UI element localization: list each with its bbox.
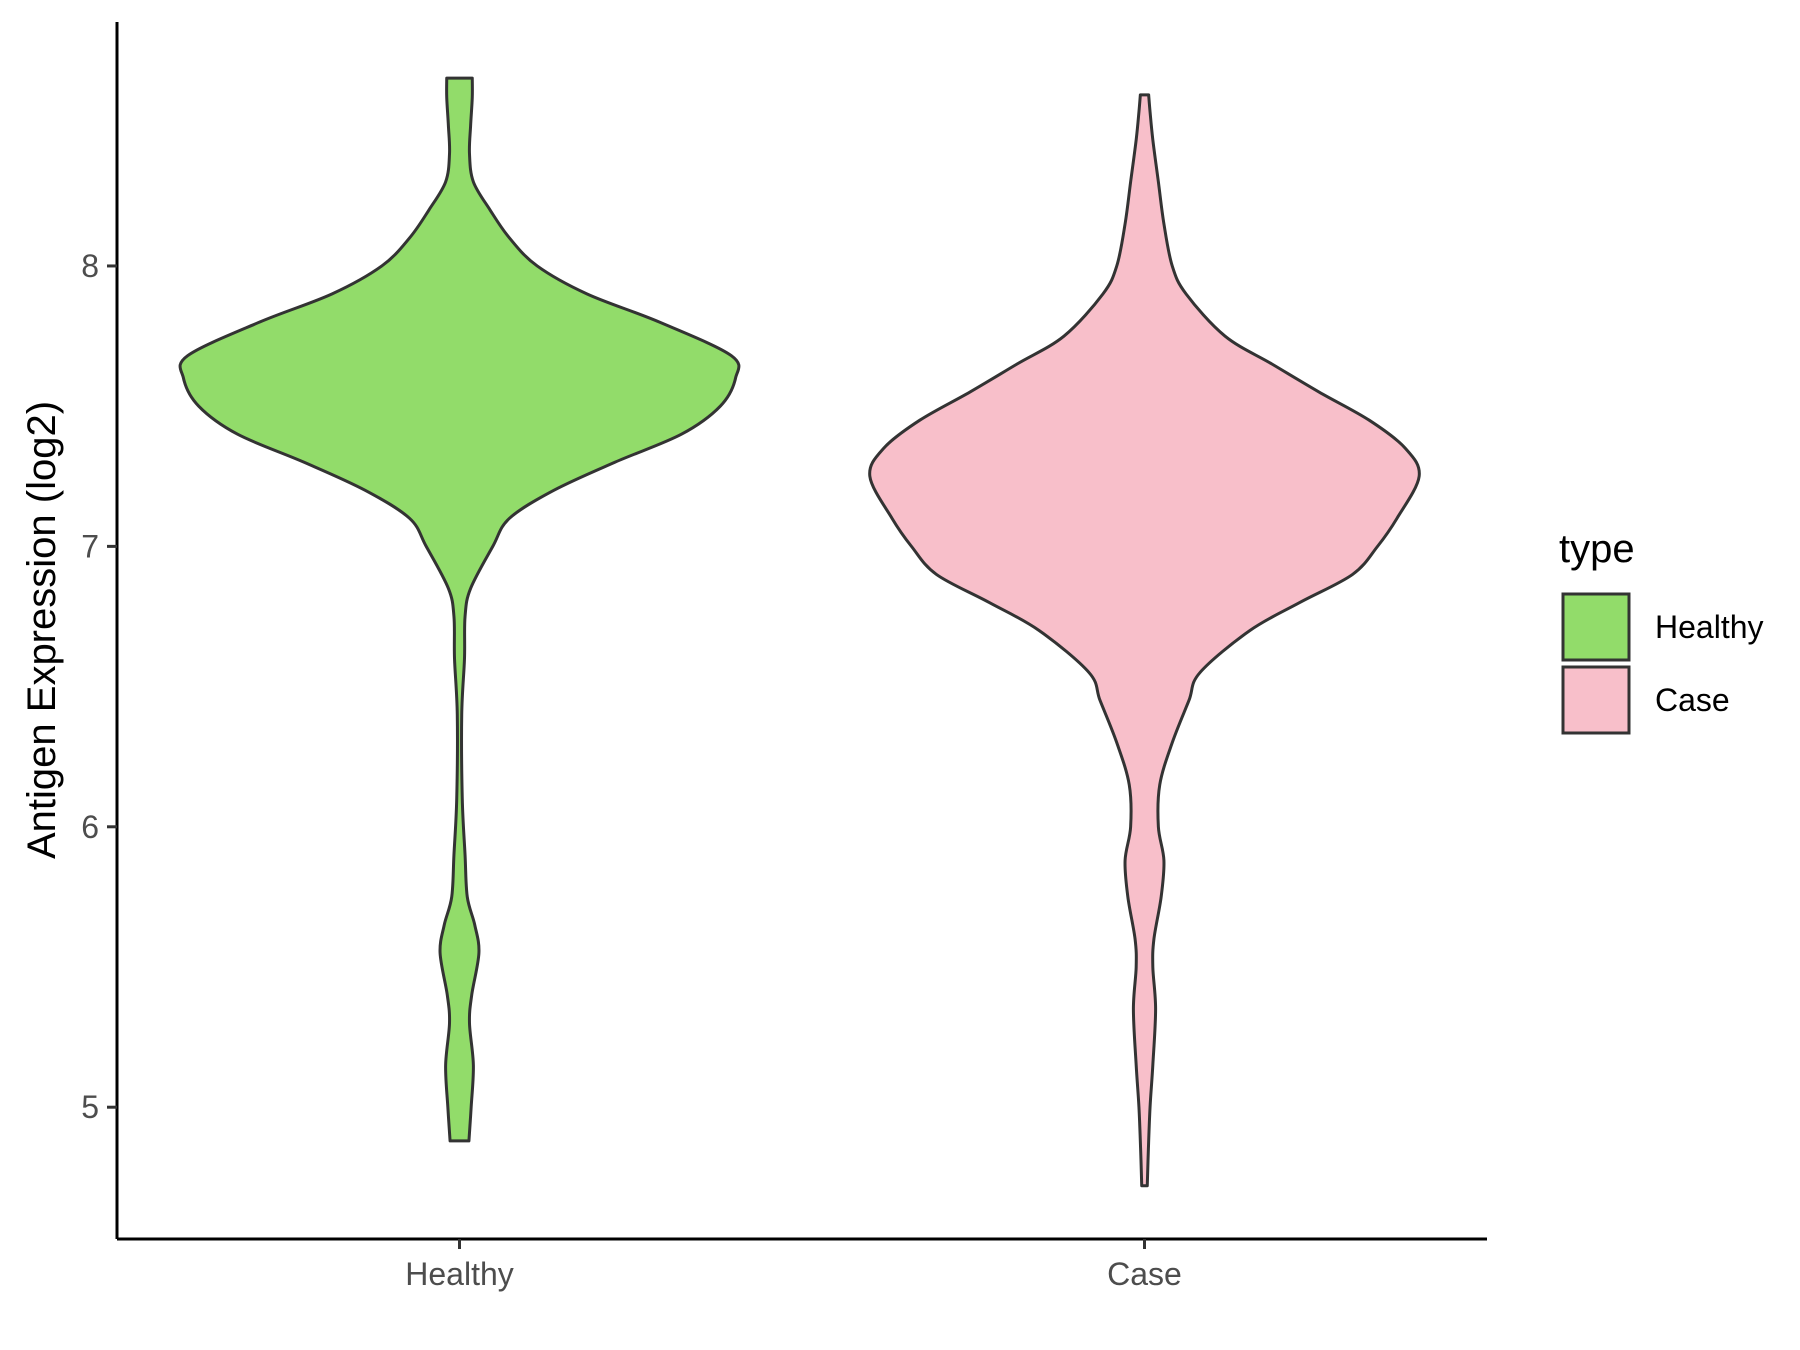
legend: type Healthy Case	[1559, 527, 1764, 735]
y-tick-label: 6	[81, 809, 99, 845]
legend-items: Healthy Case	[1561, 592, 1764, 735]
y-tick-label: 8	[81, 248, 99, 284]
violin-case	[868, 93, 1421, 1188]
legend-swatch	[1561, 665, 1631, 735]
y-axis-title: Antigen Expression (log2)	[20, 401, 64, 859]
x-tick-label: Healthy	[405, 1256, 514, 1292]
legend-swatch	[1561, 592, 1631, 662]
y-tick-label: 5	[81, 1089, 99, 1125]
legend-label: Case	[1655, 682, 1730, 718]
y-tick-label: 7	[81, 528, 99, 564]
legend-title: type	[1559, 527, 1635, 571]
y-axis-ticks: 5 6 7 8	[81, 248, 117, 1125]
violin-healthy	[178, 76, 741, 1143]
violins	[178, 76, 1421, 1188]
x-tick-label: Case	[1107, 1256, 1182, 1292]
legend-label: Healthy	[1655, 609, 1764, 645]
x-axis-ticks: Healthy Case	[405, 1239, 1182, 1292]
